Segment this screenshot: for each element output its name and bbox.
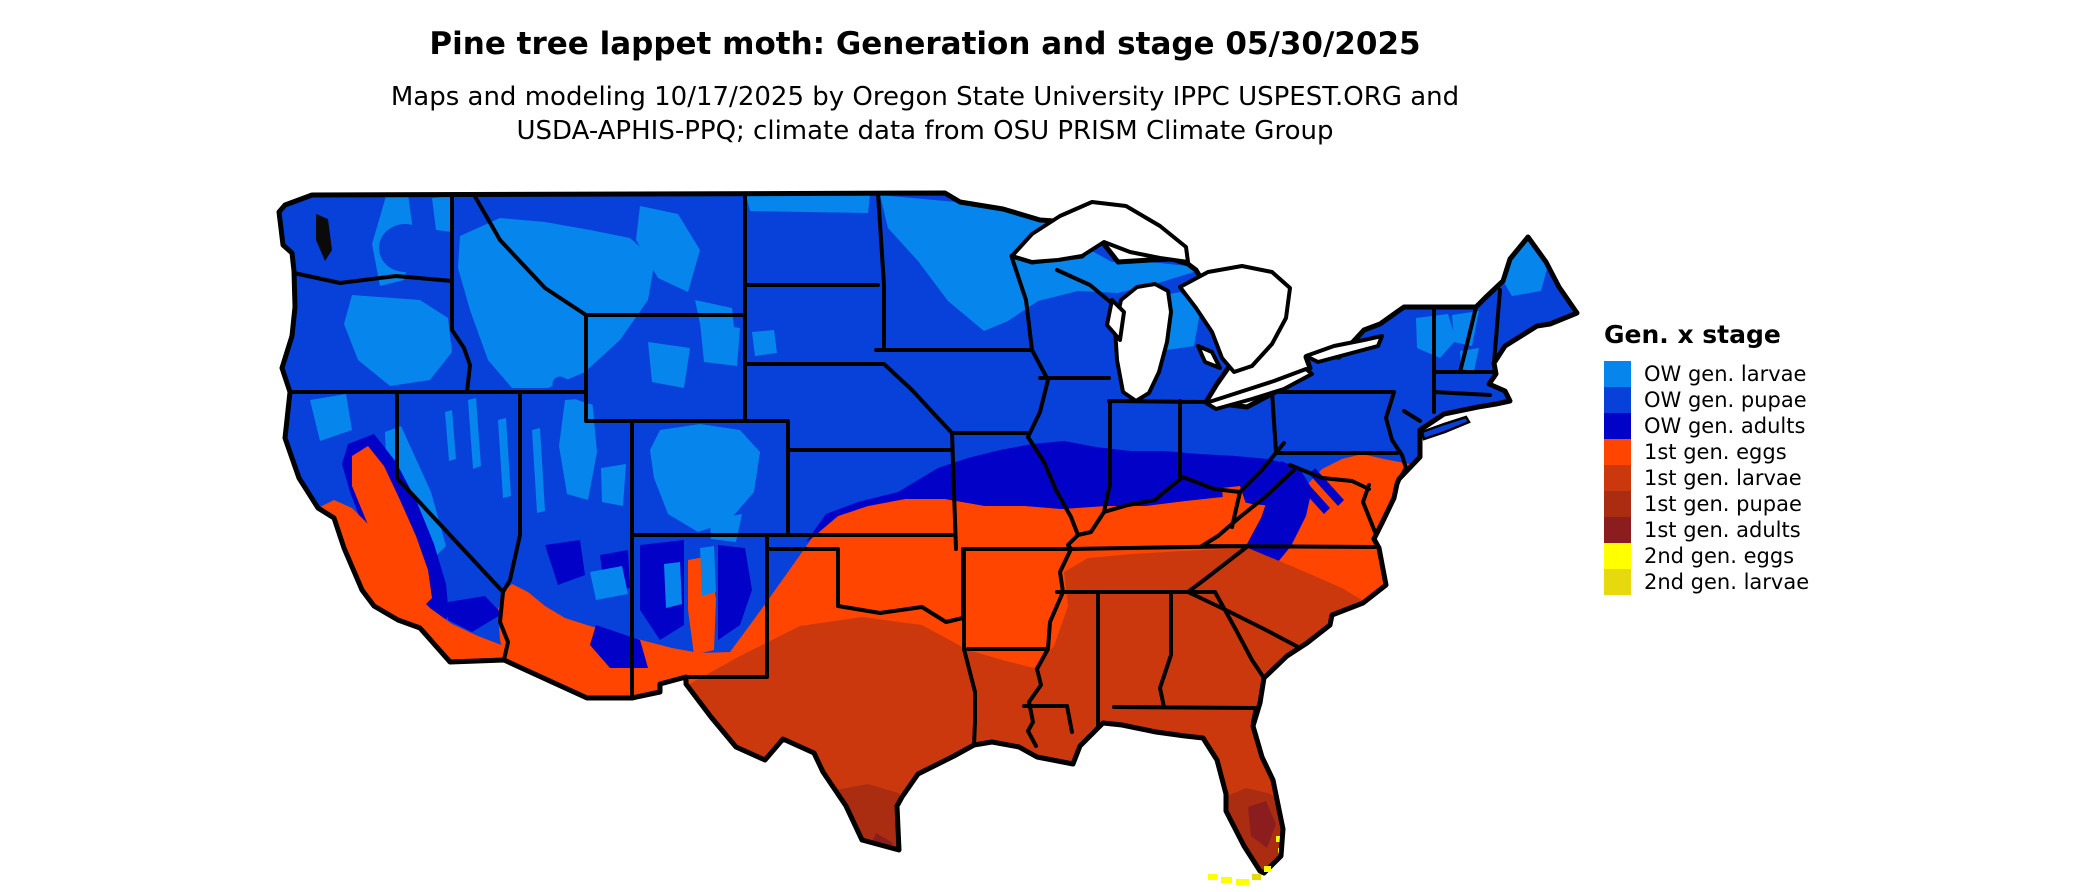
legend-label-4: 1st gen. larvae: [1644, 466, 1802, 490]
figure-subtitle: Maps and modeling 10/17/2025 by Oregon S…: [391, 80, 1459, 148]
legend-label-3: 1st gen. eggs: [1644, 440, 1787, 464]
legend-item-8: 2nd gen. larvae: [1604, 569, 1809, 595]
state-borders-northeast: [1270, 288, 1502, 480]
lake-erie: [1204, 367, 1314, 411]
region-sw-mountain-patches: [590, 546, 716, 608]
legend: Gen. x stage OW gen. larvae OW gen. pupae…: [1604, 320, 1809, 595]
legend-item-5: 1st gen. pupae: [1604, 491, 1809, 517]
mississippi-river-border: [1026, 547, 1073, 748]
state-borders-west: [288, 193, 790, 700]
legend-label-6: 1st gen. adults: [1644, 518, 1801, 542]
figure-title: Pine tree lappet moth: Generation and st…: [429, 26, 1421, 62]
saginaw-bay: [1196, 344, 1222, 370]
lake-superior: [1010, 200, 1190, 264]
lake-ontario: [1304, 334, 1384, 364]
lake-huron: [1178, 264, 1292, 374]
figure-subtitle-line2: USDA-APHIS-PPQ; climate data from OSU PR…: [516, 116, 1334, 146]
state-borders-midwest: [874, 256, 1208, 551]
legend-label-1: OW gen. pupae: [1644, 388, 1807, 412]
state-borders-plains: [630, 193, 1073, 679]
conus-outline: [276, 190, 1580, 876]
long-island: [1420, 415, 1471, 441]
green-bay: [1105, 298, 1126, 342]
legend-label-0: OW gen. larvae: [1644, 362, 1807, 386]
legend-item-0: OW gen. larvae: [1604, 361, 1809, 387]
puget-sound: [316, 214, 332, 261]
legend-item-2: OW gen. adults: [1604, 413, 1809, 439]
legend-swatch-0: [1604, 361, 1631, 387]
legend-item-1: OW gen. pupae: [1604, 387, 1809, 413]
state-borders-southeast: [962, 463, 1379, 747]
legend-item-6: 1st gen. adults: [1604, 517, 1809, 543]
legend-swatch-6: [1604, 517, 1631, 543]
florida-keys: [1208, 866, 1271, 885]
region-g1-pupae: [796, 784, 1292, 873]
legend-label-2: OW gen. adults: [1644, 414, 1806, 438]
legend-item-3: 1st gen. eggs: [1604, 439, 1809, 465]
legend-swatch-2: [1604, 413, 1631, 439]
lake-michigan: [1113, 282, 1173, 403]
legend-swatch-3: [1604, 439, 1631, 465]
legend-swatch-8: [1604, 569, 1631, 595]
legend-swatch-5: [1604, 491, 1631, 517]
legend-title: Gen. x stage: [1604, 320, 1781, 349]
legend-swatch-7: [1604, 543, 1631, 569]
columbia-basin-patch: [379, 224, 431, 272]
legend-item-7: 2nd gen. eggs: [1604, 543, 1809, 569]
state-borders: [288, 193, 1502, 748]
figure-subtitle-line1: Maps and modeling 10/17/2025 by Oregon S…: [390, 82, 1460, 112]
legend-label-8: 2nd gen. larvae: [1644, 570, 1810, 594]
snake-river-plain: [552, 376, 668, 409]
great-lakes: [1010, 200, 1384, 411]
region-ow-larvae-patches: [310, 194, 1549, 561]
legend-item-4: 1st gen. larvae: [1604, 465, 1809, 491]
legend-swatch-4: [1604, 465, 1631, 491]
region-g1-adults: [871, 801, 1276, 852]
legend-swatch-1: [1604, 387, 1631, 413]
legend-label-5: 1st gen. pupae: [1644, 492, 1802, 516]
legend-label-7: 2nd gen. eggs: [1644, 544, 1795, 568]
legend-items: OW gen. larvae OW gen. pupae OW gen. adult…: [1604, 361, 1809, 595]
ohio-river-border: [1076, 441, 1286, 537]
